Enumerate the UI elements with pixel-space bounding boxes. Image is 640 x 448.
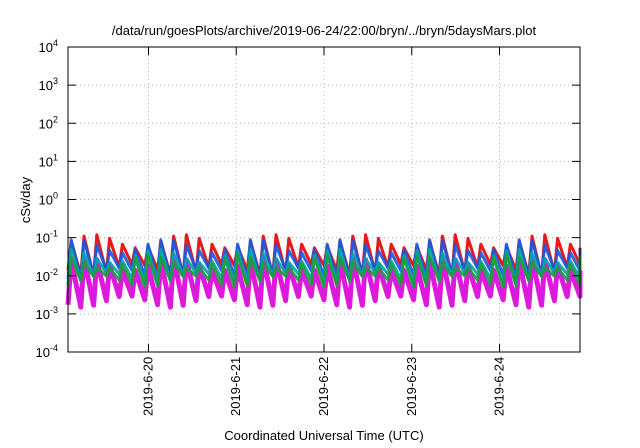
data-bands xyxy=(65,233,583,310)
x-axis: 2019-6-20 2019-6-21 2019-6-22 2019-6-23 2019… xyxy=(140,47,507,416)
y-tick-label: 10-2 xyxy=(36,267,58,284)
x-axis-label: Coordinated Universal Time (UTC) xyxy=(224,428,423,443)
x-tick-label: 2019-6-21 xyxy=(228,357,243,416)
y-axis-label: cSv/day xyxy=(18,176,33,223)
x-tick-label: 2019-6-22 xyxy=(316,357,331,416)
y-tick-label: 10-3 xyxy=(36,305,58,322)
y-tick-label: 104 xyxy=(39,38,58,55)
y-axis: 10-4 10-3 10-2 10-1 100 101 102 103 104 xyxy=(36,38,580,360)
y-tick-label: 101 xyxy=(39,152,58,169)
grid xyxy=(68,47,580,352)
y-tick-label: 102 xyxy=(39,114,58,131)
x-tick-label: 2019-6-24 xyxy=(492,357,507,416)
y-tick-label: 103 xyxy=(39,76,58,93)
band-series-4 xyxy=(66,253,582,289)
x-tick-label: 2019-6-23 xyxy=(404,357,419,416)
y-tick-label: 100 xyxy=(39,191,58,208)
chart-title: /data/run/goesPlots/archive/2019-06-24/2… xyxy=(112,23,537,38)
x-tick-label: 2019-6-20 xyxy=(140,357,155,416)
y-tick-label: 10-1 xyxy=(36,229,58,246)
y-tick-label: 10-4 xyxy=(36,343,58,360)
